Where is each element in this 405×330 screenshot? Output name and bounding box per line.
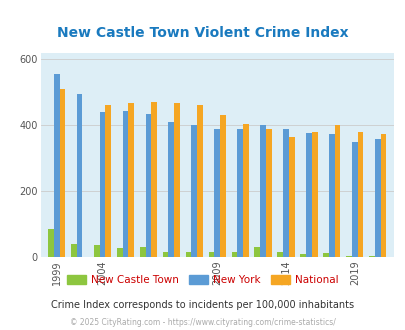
Bar bbox=[368, 256, 374, 257]
Bar bbox=[374, 139, 380, 257]
Text: © 2025 CityRating.com - https://www.cityrating.com/crime-statistics/: © 2025 CityRating.com - https://www.city… bbox=[70, 318, 335, 327]
Bar bbox=[71, 244, 77, 257]
Bar bbox=[162, 252, 168, 257]
Bar bbox=[48, 229, 53, 257]
Bar bbox=[322, 253, 328, 257]
Bar bbox=[128, 103, 134, 257]
Bar bbox=[220, 115, 225, 257]
Bar bbox=[122, 111, 128, 257]
Bar bbox=[311, 132, 317, 257]
Bar bbox=[53, 74, 60, 257]
Bar bbox=[151, 102, 157, 257]
Bar bbox=[237, 129, 243, 257]
Bar bbox=[214, 129, 220, 257]
Bar bbox=[254, 248, 260, 257]
Bar bbox=[191, 125, 197, 257]
Bar bbox=[94, 245, 99, 257]
Bar bbox=[145, 114, 151, 257]
Bar bbox=[139, 248, 145, 257]
Bar bbox=[231, 252, 237, 257]
Bar bbox=[77, 94, 82, 257]
Bar bbox=[243, 124, 248, 257]
Bar bbox=[208, 252, 214, 257]
Bar bbox=[117, 248, 122, 257]
Bar bbox=[197, 105, 202, 257]
Bar bbox=[260, 125, 265, 257]
Bar bbox=[328, 134, 334, 257]
Text: New Castle Town Violent Crime Index: New Castle Town Violent Crime Index bbox=[57, 26, 348, 40]
Bar bbox=[265, 129, 271, 257]
Bar bbox=[168, 122, 174, 257]
Bar bbox=[277, 252, 282, 257]
Bar bbox=[351, 142, 357, 257]
Bar bbox=[105, 105, 111, 257]
Bar bbox=[174, 103, 179, 257]
Bar bbox=[288, 137, 294, 257]
Bar bbox=[60, 89, 65, 257]
Legend: New Castle Town, New York, National: New Castle Town, New York, National bbox=[63, 271, 342, 289]
Bar bbox=[282, 129, 288, 257]
Bar bbox=[334, 125, 340, 257]
Bar bbox=[345, 256, 351, 257]
Bar bbox=[357, 132, 362, 257]
Bar bbox=[305, 133, 311, 257]
Bar bbox=[99, 112, 105, 257]
Bar bbox=[300, 254, 305, 257]
Text: Crime Index corresponds to incidents per 100,000 inhabitants: Crime Index corresponds to incidents per… bbox=[51, 300, 354, 310]
Bar bbox=[185, 252, 191, 257]
Bar bbox=[380, 134, 386, 257]
